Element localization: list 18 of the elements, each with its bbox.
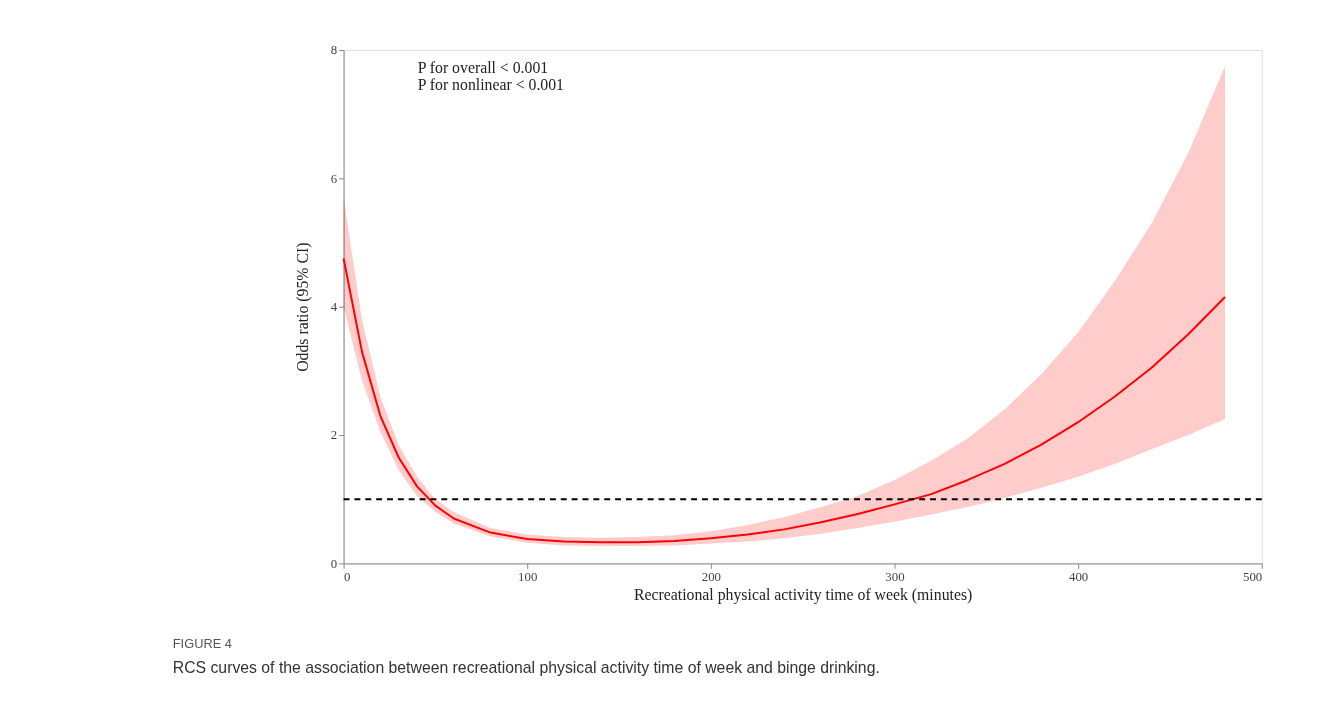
y-tick-label: 2 xyxy=(330,428,338,443)
x-tick-label: 100 xyxy=(518,569,538,584)
x-tick-label: 300 xyxy=(885,569,905,584)
y-tick-label: 4 xyxy=(330,300,338,315)
x-axis-title: Recreational physical activity time of week (minutes) xyxy=(634,586,973,605)
y-axis-title: Odds ratio (95% CI) xyxy=(294,242,313,372)
x-tick-label: 500 xyxy=(1243,569,1263,584)
y-tick-label: 0 xyxy=(330,556,338,571)
x-tick-label: 400 xyxy=(1069,569,1089,584)
caption: FIGURE 4 xyxy=(172,636,232,652)
y-tick-label: 6 xyxy=(330,171,338,186)
annotation: P for overall < 0.001 xyxy=(417,58,549,76)
x-tick-label: 200 xyxy=(701,569,721,584)
text: RCS curves of the association between recreational physical activity time of week and binge drinking. xyxy=(172,658,880,676)
x-tick-label: 0 xyxy=(344,569,351,584)
y-tick-label: 8 xyxy=(330,43,338,58)
line-series xyxy=(342,257,1227,544)
annotation: P for nonlinear < 0.001 xyxy=(417,76,565,94)
